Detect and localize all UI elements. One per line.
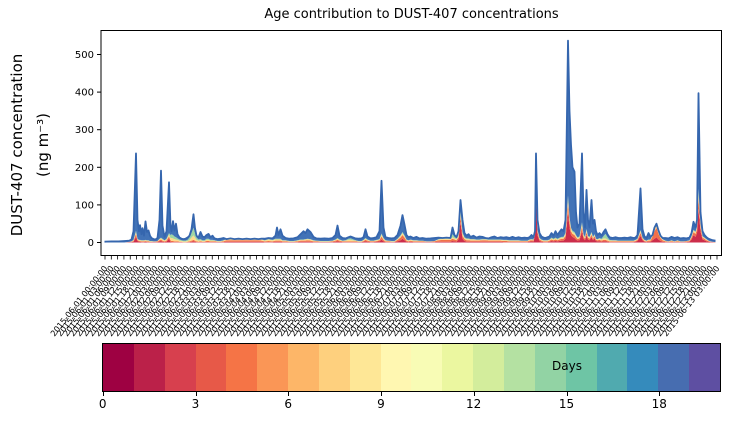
colorbar-tick-label: 12 [466,397,482,411]
colorbar-segment-day-14 [534,344,566,391]
colorbar-tick [102,392,104,396]
colorbar-segment-day-2 [164,344,196,391]
colorbar-tick [659,392,661,396]
colorbar-tick-label: 0 [98,397,107,411]
colorbar-segment-day-18 [658,344,690,391]
y-tick-label: 0 [88,238,94,249]
colorbar-tick [473,392,475,396]
colorbar-segment-day-17 [627,344,659,391]
area-layer-blue-total [104,40,716,243]
colorbar: Days [102,343,721,392]
colorbar-segment-day-0 [103,344,134,391]
colorbar-segment-day-5 [257,344,289,391]
colorbar-tick [288,392,290,396]
colorbar-segment-day-19 [689,344,720,391]
axes-frame [100,30,722,256]
colorbar-segment-day-11 [442,344,474,391]
colorbar-segment-day-13 [503,344,535,391]
colorbar-segment-day-8 [349,344,381,391]
colorbar-segment-day-4 [226,344,258,391]
y-tick-label: 100 [75,200,94,211]
colorbar-tick-label: 9 [377,397,385,411]
y-tick-label: 400 [75,88,94,99]
chart-title: Age contribution to DUST-407 concentrati… [264,7,559,22]
colorbar-tick-label: 3 [191,397,200,411]
colorbar-segment-day-9 [380,344,412,391]
area-layer-age-mid-orange [104,188,716,243]
colorbar-segment-day-1 [133,344,165,391]
y-tick-label: 500 [75,50,94,61]
colorbar-label: Days [552,359,582,373]
colorbar-tick [195,392,197,396]
concentration-line [104,39,716,243]
colorbar-segment-day-12 [473,344,504,391]
y-tick-label: 200 [75,163,94,174]
colorbar-tick [566,392,568,396]
colorbar-segment-day-3 [195,344,227,391]
colorbar-segment-day-10 [411,344,443,391]
colorbar-segment-day-16 [596,344,628,391]
colorbar-tick [381,392,382,396]
colorbar-tick-label: 18 [651,397,667,411]
colorbar-segment-day-6 [288,344,319,391]
colorbar-tick-label: 6 [284,397,292,411]
plot-area-group [104,39,716,243]
y-tick-label: 300 [75,125,94,136]
colorbar-segment-day-7 [318,344,350,391]
colorbar-tick-label: 15 [558,397,575,411]
colorbar-segment-day-15 [565,344,597,391]
